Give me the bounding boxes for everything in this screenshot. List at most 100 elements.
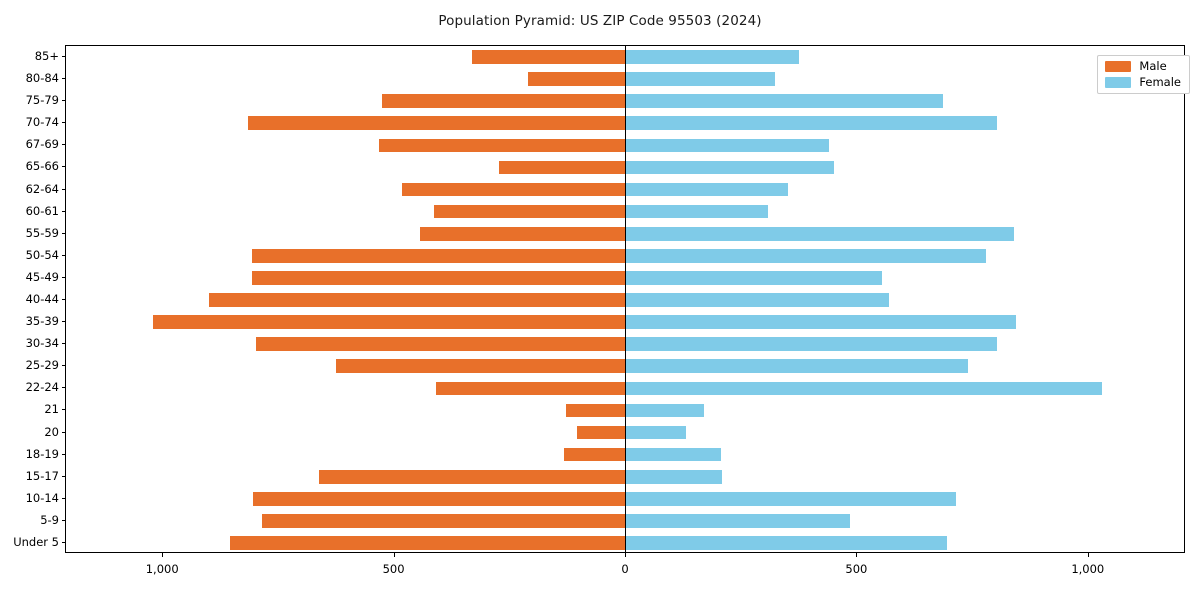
bar-male [419, 226, 626, 241]
bar-female [626, 447, 722, 462]
bar-male [577, 425, 626, 440]
x-axis-label: 500 [845, 562, 868, 576]
y-axis-label: 50-54 [25, 247, 59, 262]
y-axis-label: 35-39 [25, 314, 59, 329]
y-axis-label: 65-66 [25, 159, 59, 174]
plot-area [65, 45, 1185, 553]
bars-layer [66, 46, 1184, 552]
y-axis-label: 5-9 [40, 512, 59, 527]
bar-row [66, 72, 1184, 86]
bar-male [251, 248, 626, 263]
y-axis-tick [61, 409, 65, 411]
y-axis-label: 80-84 [25, 71, 59, 86]
bar-female [626, 138, 829, 153]
bar-male [256, 337, 626, 351]
bar-female [626, 514, 850, 528]
bar-male [471, 50, 626, 64]
y-axis-tick [61, 497, 65, 499]
bar-row [66, 491, 1184, 506]
bar-female [626, 248, 986, 263]
y-axis-label: 45-49 [25, 269, 59, 284]
bar-row [66, 469, 1184, 484]
bar-row [66, 50, 1184, 64]
y-axis-tick [61, 387, 65, 389]
bar-row [66, 226, 1184, 241]
bar-row [66, 337, 1184, 351]
chart-title: Population Pyramid: US ZIP Code 95503 (2… [438, 13, 762, 29]
bar-male [208, 293, 626, 307]
bar-row [66, 425, 1184, 440]
bar-female [626, 381, 1103, 396]
y-axis-label: 22-24 [25, 380, 59, 395]
y-axis-tick [61, 519, 65, 521]
bar-female [626, 293, 890, 307]
x-axis-label: 1,000 [1071, 562, 1105, 576]
bar-row [66, 315, 1184, 329]
bar-male [527, 72, 626, 86]
x-axis-tick [393, 553, 395, 557]
bar-female [626, 72, 776, 86]
bar-row [66, 116, 1184, 131]
y-axis-label: 30-34 [25, 336, 59, 351]
y-axis-label: 20 [44, 424, 59, 439]
x-axis-tick [856, 553, 858, 557]
y-axis-label: 60-61 [25, 203, 59, 218]
y-axis-tick [61, 210, 65, 212]
y-axis-tick [61, 254, 65, 256]
y-axis-label: Under 5 [13, 534, 59, 549]
x-axis-tick [625, 553, 626, 557]
y-axis-tick [61, 56, 65, 58]
y-axis-label: 75-79 [25, 93, 59, 108]
x-axis-label: 1,000 [145, 562, 179, 576]
y-axis-tick [61, 100, 65, 102]
bar-row [66, 94, 1184, 109]
x-axis-label: 0 [621, 562, 629, 576]
bar-female [626, 116, 997, 131]
bar-female [626, 271, 882, 285]
bar-female [626, 204, 769, 219]
y-axis-tick [61, 144, 65, 146]
legend-item-female: Female [1105, 75, 1181, 89]
bar-female [626, 226, 1015, 241]
y-axis-tick [61, 431, 65, 433]
y-axis-label: 18-19 [25, 446, 59, 461]
bar-row [66, 403, 1184, 418]
chart-legend: Male Female [1097, 55, 1190, 94]
bar-female [626, 315, 1017, 329]
y-axis-label: 85+ [34, 49, 59, 64]
bar-male [153, 315, 626, 329]
y-axis-tick [61, 365, 65, 367]
y-axis-tick [61, 299, 65, 300]
bar-female [626, 536, 948, 550]
y-axis-label: 70-74 [25, 115, 59, 130]
bar-male [319, 469, 626, 484]
y-axis-tick [61, 78, 65, 80]
bar-male [261, 514, 626, 528]
x-axis-label: 500 [382, 562, 405, 576]
bar-female [626, 425, 686, 440]
y-axis-tick [61, 453, 65, 455]
y-axis-tick [61, 343, 65, 345]
bar-female [626, 160, 835, 175]
bar-row [66, 204, 1184, 219]
legend-swatch-female [1105, 77, 1132, 88]
bar-female [626, 337, 997, 351]
bar-female [626, 491, 956, 506]
y-axis-tick [61, 541, 65, 543]
bar-male [434, 204, 626, 219]
bar-row [66, 160, 1184, 175]
y-axis-label: 15-17 [25, 468, 59, 483]
bar-row [66, 536, 1184, 550]
y-axis-label: 25-29 [25, 358, 59, 373]
bar-row [66, 447, 1184, 462]
bar-male [379, 138, 626, 153]
bar-female [626, 359, 968, 374]
bar-row [66, 248, 1184, 263]
zero-axis-line [625, 46, 627, 552]
y-axis-label: 21 [44, 402, 59, 417]
bar-row [66, 514, 1184, 528]
legend-label-female: Female [1139, 75, 1181, 89]
bar-male [229, 536, 626, 550]
bar-male [435, 381, 626, 396]
